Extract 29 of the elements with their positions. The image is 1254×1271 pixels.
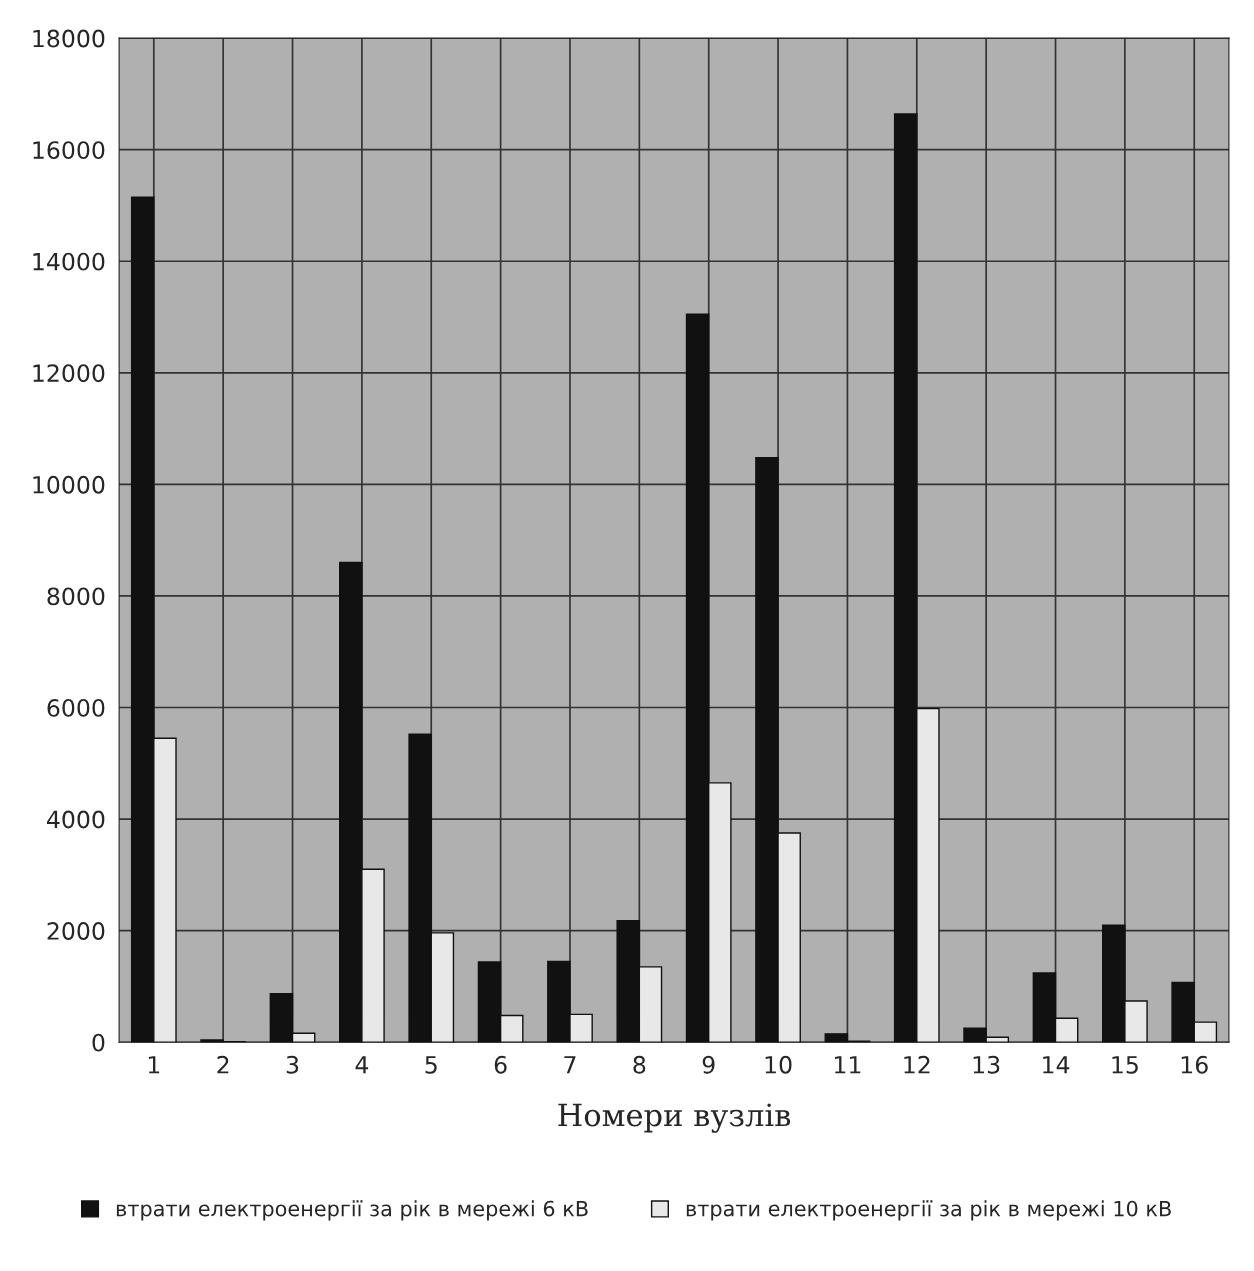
- x-tick-label: 5: [425, 1056, 437, 1074]
- y-tick-label: 14000: [33, 252, 105, 271]
- x-tick-label: 3: [286, 1055, 299, 1074]
- legend-label: втрати електроенергії за рік в мережі 6 кВ: [116, 1200, 588, 1221]
- x-tick-label: 1: [148, 1056, 160, 1074]
- x-tick-label: 7: [564, 1056, 576, 1074]
- y-tick-label: 4000: [47, 810, 105, 829]
- x-tick-label: 13: [973, 1055, 1000, 1074]
- y-tick-label: 6000: [47, 698, 105, 717]
- x-axis-title: Номери вузлів: [558, 1103, 791, 1133]
- x-tick-label: 2: [217, 1055, 229, 1074]
- x-tick-label: 16: [1181, 1055, 1208, 1074]
- x-tick-label: 9: [702, 1055, 715, 1074]
- y-tick-label: 2000: [47, 922, 105, 940]
- x-tick-label: 8: [633, 1055, 646, 1074]
- y-tick-label: 12000: [33, 364, 105, 383]
- x-tick-label: 6: [494, 1055, 507, 1074]
- x-tick-label: 10: [765, 1055, 792, 1074]
- x-tick-label: 4: [355, 1056, 369, 1074]
- x-tick-label: 15: [1112, 1056, 1138, 1074]
- y-tick-label: 8000: [47, 587, 105, 606]
- y-tick-label: 18000: [33, 29, 105, 48]
- y-tick-label: 10000: [33, 475, 105, 494]
- x-tick-label: 14: [1043, 1056, 1070, 1074]
- y-tick-label: 16000: [33, 141, 105, 159]
- x-tick-label: 11: [835, 1056, 861, 1074]
- y-tick-label: 0: [92, 1033, 105, 1052]
- x-tick-label: 12: [904, 1055, 930, 1074]
- legend-label: втрати електроенергії за рік в мережі 10 кВ: [686, 1200, 1171, 1221]
